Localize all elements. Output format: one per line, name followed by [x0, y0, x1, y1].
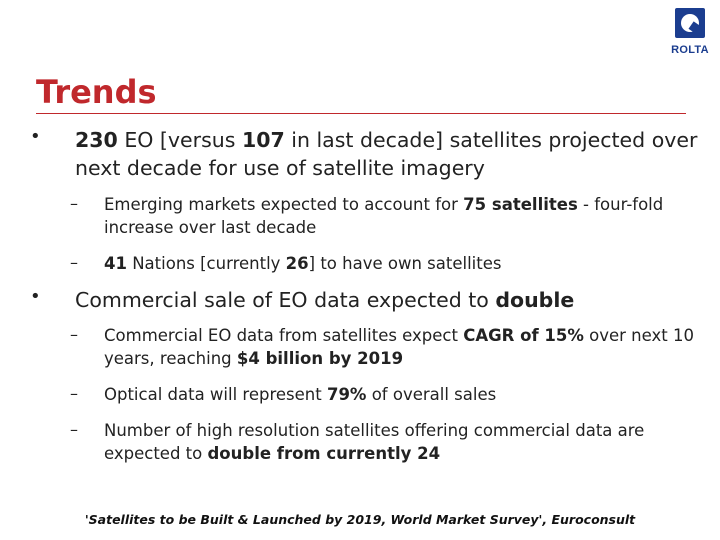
emphasis-run-2: 26: [285, 254, 309, 273]
emphasis-run-2: 107: [241, 128, 285, 152]
emphasis-run-1: double: [495, 288, 575, 312]
bullet-1-icon: •: [30, 126, 41, 147]
text-run-1: EO [versus: [117, 128, 242, 152]
emphasis-run-0: 41: [104, 254, 127, 273]
emphasis-run-1: double from currently 24: [207, 444, 441, 463]
text-run-3: in last decade] satellites projected ove…: [75, 128, 698, 180]
emphasis-run-3: $4 billion by 2019: [236, 349, 404, 368]
bullet-2-2-text: Optical data will represent 79% of overa…: [104, 383, 704, 406]
slide-title: Trends: [36, 73, 157, 111]
text-run-0: Commercial sale of EO data expected to: [75, 288, 496, 312]
bullet-1-2-text: 41 Nations [currently 26] to have own sa…: [104, 252, 704, 275]
bullet-2-text: Commercial sale of EO data expected to d…: [75, 286, 705, 314]
rolta-logo: ROLTA: [666, 6, 714, 66]
source-citation: 'Satellites to be Built & Launched by 20…: [84, 512, 636, 527]
bullet-2-1-dash-icon: –: [70, 325, 78, 344]
bullet-2-1-text: Commercial EO data from satellites expec…: [104, 324, 704, 370]
bullet-1-1-dash-icon: –: [70, 194, 78, 213]
text-run-0: Emerging markets expected to account for: [104, 195, 464, 214]
text-run-0: Optical data will represent: [104, 385, 327, 404]
text-run-2: - four-fold increase over last decade: [104, 195, 664, 237]
title-divider: [36, 113, 686, 114]
bullet-2-2-dash-icon: –: [70, 384, 78, 403]
rolta-logo-icon: [675, 8, 705, 38]
text-run-0: Commercial EO data from satellites expec…: [104, 326, 464, 345]
text-run-2: of overall sales: [366, 385, 497, 404]
bullet-1-text: 230 EO [versus 107 in last decade] satel…: [75, 126, 705, 182]
bullet-1-2-dash-icon: –: [70, 253, 78, 272]
text-run-1: Nations [currently: [126, 254, 286, 273]
bullet-2-3-text: Number of high resolution satellites off…: [104, 419, 704, 465]
text-run-2: over next 10 years, reaching: [104, 326, 694, 368]
emphasis-run-1: 79%: [326, 385, 367, 404]
emphasis-run-0: 230: [75, 128, 118, 152]
bullet-2-icon: •: [30, 286, 41, 307]
text-run-0: Number of high resolution satellites off…: [104, 421, 645, 463]
bullet-1-1-text: Emerging markets expected to account for…: [104, 193, 704, 239]
bullet-2-3-dash-icon: –: [70, 420, 78, 439]
rolta-logo-text: ROLTA: [671, 44, 709, 56]
emphasis-run-1: 75 satellites: [463, 195, 578, 214]
text-run-3: ] to have own satellites: [308, 254, 502, 273]
emphasis-run-1: CAGR of 15%: [463, 326, 584, 345]
